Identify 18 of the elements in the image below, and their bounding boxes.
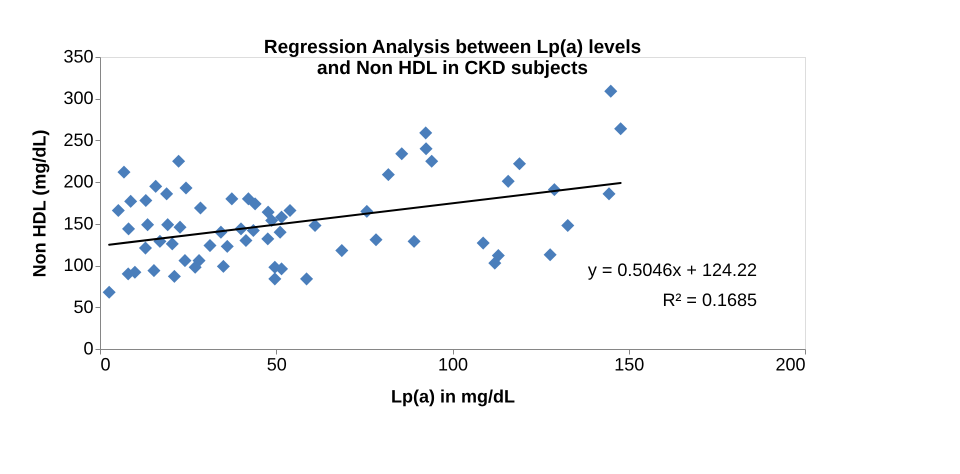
x-tick-label: 50 [266, 354, 287, 374]
x-tick-label: 100 [438, 354, 468, 374]
x-tick-label: 150 [614, 354, 644, 374]
y-tick-label: 300 [63, 88, 94, 108]
x-axis-title: Lp(a) in mg/dL [391, 386, 515, 406]
y-axis-title: Non HDL (mg/dL) [29, 130, 50, 278]
x-tick-label: 200 [775, 354, 806, 374]
x-tick-label: 0 [100, 354, 111, 374]
annotation: y = 0.5046x + 124.22 [588, 260, 757, 280]
y-tick-label: 250 [63, 130, 94, 150]
annotation: R² = 0.1685 [662, 290, 757, 310]
y-tick-label: 50 [73, 296, 94, 317]
y-tick-label: 100 [63, 255, 94, 276]
y-tick-label: 350 [63, 46, 94, 66]
y-tick-label: 200 [63, 172, 94, 192]
y-tick-label: 150 [63, 213, 94, 234]
y-tick-label: 0 [83, 338, 94, 358]
chart-title: Regression Analysis between Lp(a) levels and Non HDL in CKD subjects [264, 37, 642, 79]
